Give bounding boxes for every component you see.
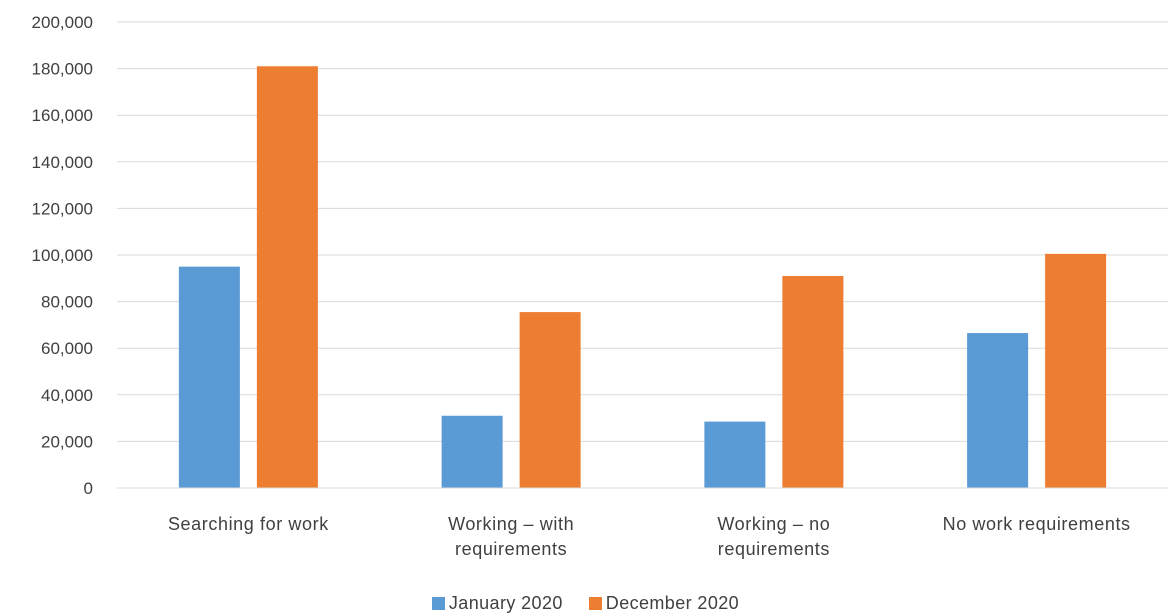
- bar-january-2020-3: [704, 421, 766, 488]
- legend-item-december-2020: December 2020: [588, 592, 740, 614]
- x-tick-label: No work requirements: [943, 514, 1131, 534]
- y-tick-label: 200,000: [32, 13, 93, 32]
- bar-january-2020-4: [967, 333, 1029, 488]
- y-axis: 0 20,000 40,000 60,000 80,000 100,000 120,000 1…: [32, 13, 93, 498]
- y-tick-label: 0: [84, 479, 93, 498]
- x-tick-label: Working – with: [448, 514, 574, 534]
- bar-december-2020-3: [782, 275, 844, 488]
- legend-label-january-2020: January 2020: [448, 592, 563, 613]
- bar-december-2020-4: [1045, 253, 1107, 488]
- legend: January 2020 December 2020: [0, 592, 1171, 614]
- legend-swatch-january-2020: [431, 596, 445, 610]
- bar-chart: 0 20,000 40,000 60,000 80,000 100,000 120,000 1…: [32, 13, 1168, 559]
- y-tick-label: 20,000: [41, 432, 93, 451]
- x-tick-label: Working – no: [717, 514, 830, 534]
- y-tick-label: 160,000: [32, 106, 93, 125]
- y-tick-label: 180,000: [32, 60, 93, 79]
- bar-december-2020-2: [519, 312, 581, 488]
- x-tick-label: Searching for work: [168, 514, 329, 534]
- x-tick-label: requirements: [718, 539, 830, 559]
- legend-item-january-2020: January 2020: [431, 592, 563, 614]
- x-axis: Searching for work Working – with requirem…: [117, 487, 1168, 559]
- bar-december-2020-1: [256, 66, 318, 489]
- bar-january-2020-2: [441, 415, 503, 488]
- y-tick-label: 100,000: [32, 246, 93, 265]
- x-tick-label: requirements: [455, 539, 567, 559]
- bar-january-2020-1: [178, 266, 240, 488]
- legend-label-december-2020: December 2020: [605, 592, 740, 613]
- y-tick-label: 140,000: [32, 153, 93, 172]
- y-tick-label: 80,000: [41, 293, 93, 312]
- y-tick-label: 60,000: [41, 339, 93, 358]
- y-tick-label: 40,000: [41, 386, 93, 405]
- bars: [178, 66, 1107, 489]
- y-tick-label: 120,000: [32, 199, 93, 218]
- legend-swatch-december-2020: [588, 596, 602, 610]
